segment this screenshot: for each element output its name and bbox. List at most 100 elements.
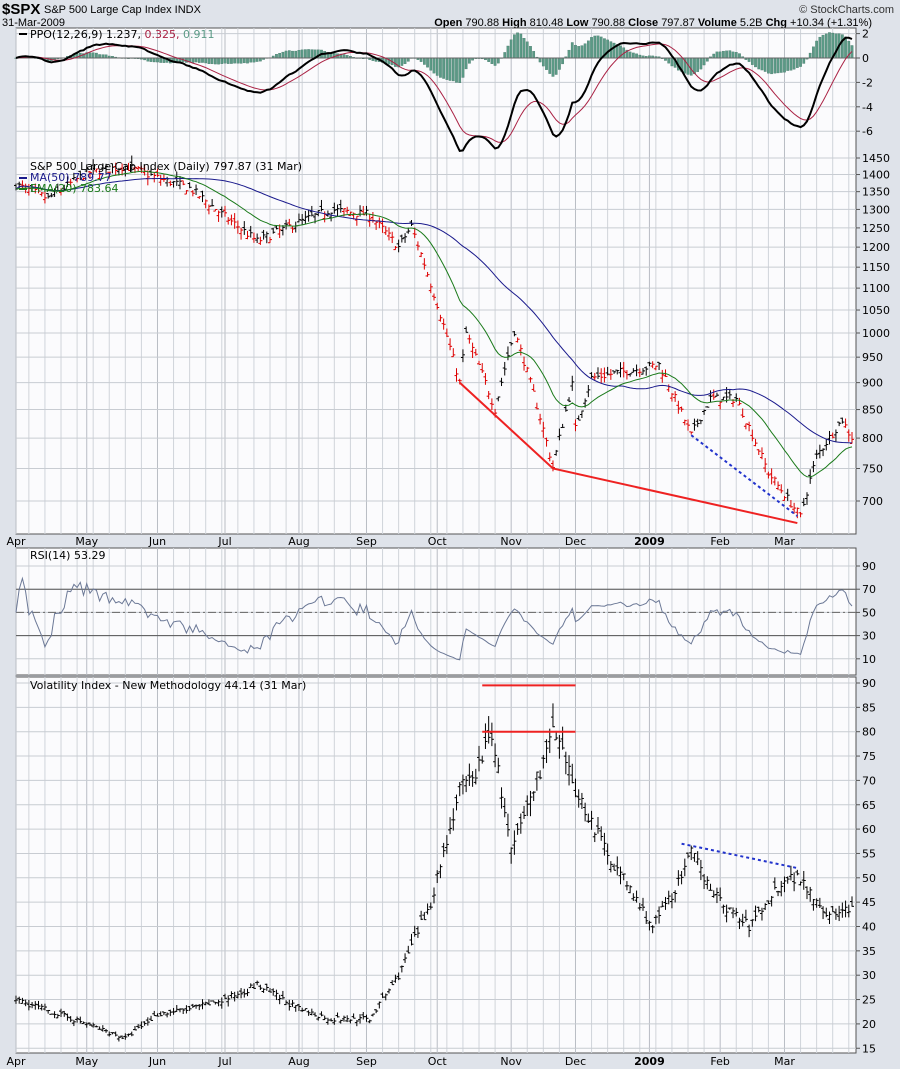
price-bar: [650, 361, 655, 369]
vix-bar: [753, 905, 758, 922]
vix-bar: [817, 897, 822, 909]
vix-bar: [486, 716, 491, 744]
vix-bar: [657, 906, 662, 924]
price-bar: [245, 230, 250, 240]
vix-bar: [97, 1026, 102, 1030]
vix-bar: [39, 1003, 44, 1011]
price-bar: [795, 507, 800, 519]
price-bar: [592, 372, 597, 381]
vix-bar: [824, 907, 829, 918]
vix-bar: [370, 1013, 375, 1017]
vix-bar: [759, 907, 764, 921]
y-tick-label-ppo: -2: [862, 76, 873, 89]
price-bar: [149, 165, 154, 176]
vix-bar: [599, 826, 604, 841]
ppo-histogram-bar: [558, 57, 561, 70]
ppo-histogram-bar: [91, 52, 95, 59]
x-tick-label-price: 2009: [634, 535, 665, 548]
vix-bar: [396, 972, 401, 981]
ppo-histogram-bar: [426, 57, 429, 68]
price-bar: [460, 349, 465, 363]
vix-bar: [171, 1007, 176, 1015]
vix-bar: [608, 861, 613, 873]
price-bar: [325, 210, 330, 217]
vix-bar: [451, 808, 456, 831]
ppo-histogram-bar: [551, 57, 555, 77]
vix-bar: [467, 763, 472, 787]
ppo-histogram-bar: [795, 57, 799, 68]
price-bar: [740, 408, 745, 418]
price-bar: [833, 429, 838, 442]
ema20-legend: EMA(20) 783.64: [30, 182, 119, 195]
vix-bar: [621, 873, 626, 881]
close-label: Close: [628, 17, 659, 29]
ppo-histogram-bar: [291, 50, 294, 59]
x-tick-label-vix: Oct: [428, 1055, 448, 1068]
ppo-histogram-bar: [792, 57, 796, 70]
vix-bar: [634, 890, 639, 903]
ppo-histogram-bar: [342, 54, 346, 59]
y-tick-label-price: 750: [862, 463, 883, 476]
price-bar: [621, 361, 626, 378]
ppo-signal-line: [15, 43, 853, 143]
vix-bar: [576, 789, 581, 808]
price-bar: [480, 363, 485, 374]
price-bar: [84, 164, 89, 173]
price-bar: [718, 401, 723, 410]
price-bar: [647, 361, 652, 367]
y-tick-label-vix: 70: [862, 774, 876, 787]
vix-bar: [338, 1019, 343, 1024]
vix-bar: [615, 856, 620, 876]
ppo-histogram-bar: [220, 57, 224, 64]
vix-bar: [155, 1013, 160, 1017]
price-bar: [702, 409, 707, 415]
ppo-histogram-bar: [310, 49, 314, 59]
vix-bar: [538, 770, 543, 780]
price-bar: [136, 166, 141, 172]
ppo-histogram-bar: [750, 57, 754, 65]
vix-bar: [100, 1025, 105, 1032]
ppo-histogram-bar: [294, 50, 298, 59]
price-bar: [772, 476, 777, 486]
vix-bar: [531, 791, 536, 802]
vix-bar: [287, 999, 292, 1011]
price-bar: [284, 219, 289, 230]
price-bar: [473, 348, 478, 356]
vix-bar: [763, 903, 768, 911]
price-bar: [438, 314, 443, 322]
ppo-histogram-bar: [223, 57, 227, 64]
vix-bar: [377, 1001, 382, 1009]
vix-bar: [563, 751, 568, 775]
price-bar: [71, 172, 76, 181]
price-bar: [348, 211, 353, 216]
price-bar: [843, 418, 848, 428]
ppo-histogram-bar: [667, 57, 671, 64]
ema20-legend-swatch: [19, 188, 27, 190]
price-bar: [750, 429, 755, 442]
y-tick-label-price: 1400: [862, 169, 890, 182]
price-bar: [280, 225, 285, 236]
vix-bar: [223, 993, 227, 1000]
security-name: S&P 500 Large Cap Index INDX: [44, 4, 201, 16]
x-tick-label-vix: 2009: [634, 1055, 665, 1068]
price-bar: [271, 227, 276, 234]
price-bar: [78, 170, 83, 181]
price-title: S&P 500 Large Cap Index (Daily) 797.87 (…: [30, 160, 302, 173]
ppo-value: 1.237,: [106, 28, 144, 41]
ppo-histogram-bar: [779, 57, 783, 73]
ppo-histogram-bar: [821, 34, 825, 59]
ppo-histogram-bar: [461, 57, 465, 78]
grid: [15, 28, 850, 1053]
vix-bar: [129, 1031, 134, 1037]
ma50-legend-swatch: [19, 177, 27, 179]
vix-bar: [573, 778, 578, 798]
ppo-histogram-bar: [217, 57, 220, 65]
ppo-histogram-bar: [287, 50, 291, 59]
panel-price: [15, 157, 857, 535]
vix-bar: [232, 991, 237, 1002]
ppo-histogram-bar: [201, 57, 204, 63]
vix-bar: [81, 1021, 86, 1025]
panel-ppo: [15, 27, 857, 159]
price-bar: [168, 180, 173, 187]
